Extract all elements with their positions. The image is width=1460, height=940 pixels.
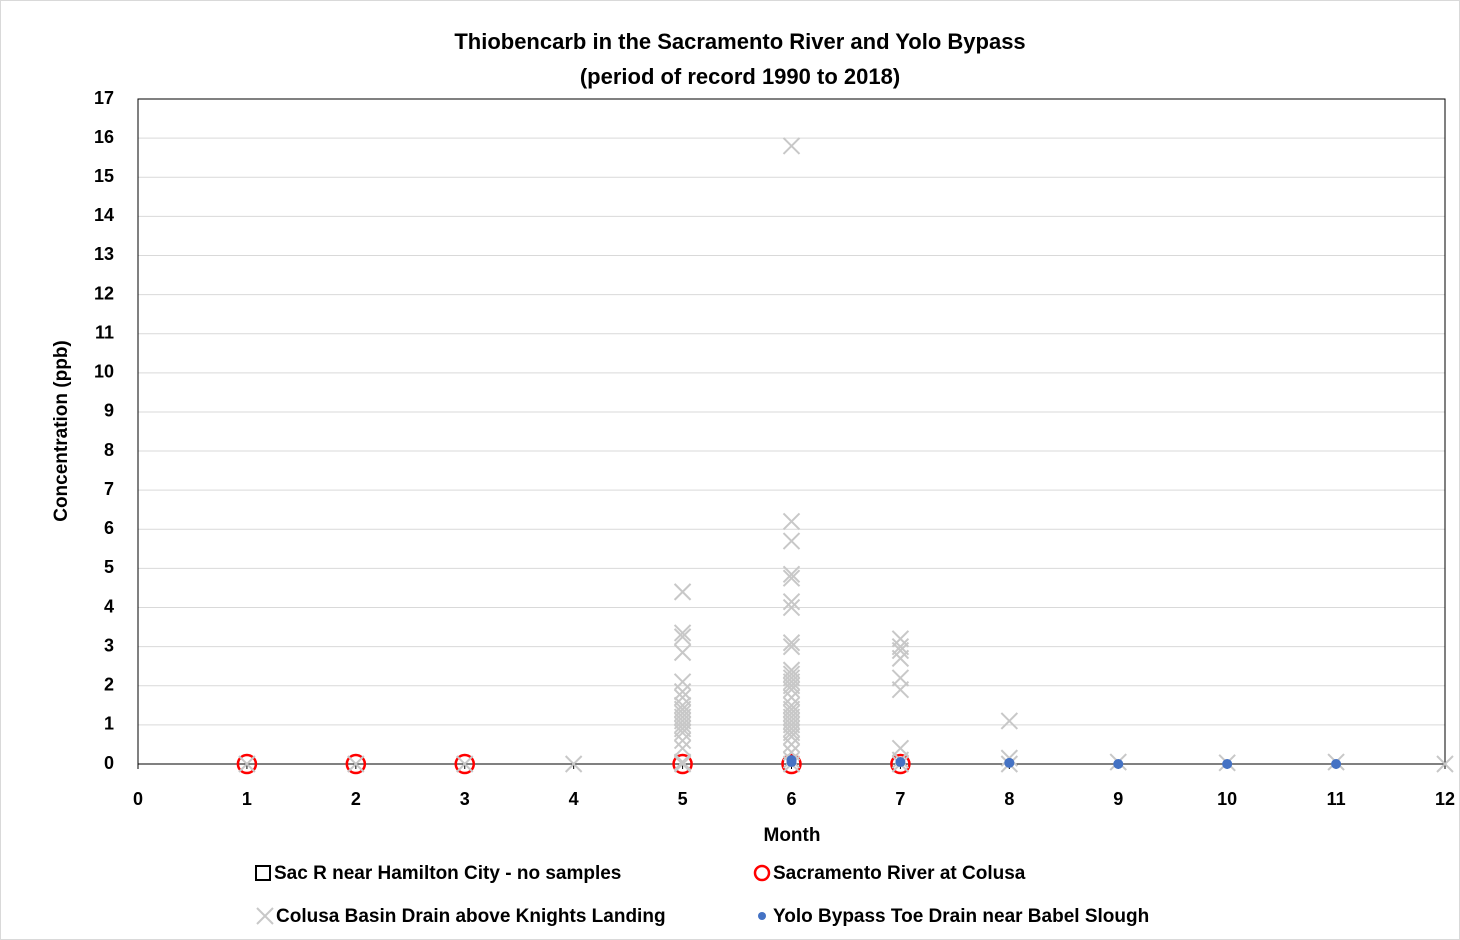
- x-tick-label: 7: [895, 789, 905, 809]
- marker-x: [782, 598, 801, 617]
- marker-dot: [1004, 757, 1015, 768]
- marker-circle: [781, 753, 802, 775]
- y-tick-label: 17: [94, 88, 114, 108]
- marker-x: [782, 592, 801, 611]
- marker-circle: [236, 753, 258, 775]
- marker-circle: [672, 753, 693, 775]
- y-tick-label: 13: [94, 244, 114, 264]
- marker-x: [673, 583, 692, 601]
- marker-x: [673, 682, 692, 701]
- marker-dot: [786, 757, 797, 768]
- y-tick-label: 15: [94, 166, 114, 186]
- legend-marker: [256, 907, 274, 925]
- marker-x: [782, 565, 801, 583]
- marker-x: [1000, 712, 1019, 730]
- marker-x: [673, 723, 692, 742]
- x-tick-label: 1: [242, 789, 252, 809]
- marker-x: [782, 637, 801, 656]
- marker-x: [891, 641, 910, 660]
- x-tick-label: 3: [460, 789, 470, 809]
- marker-dot: [895, 757, 906, 768]
- marker-x: [782, 569, 801, 587]
- marker-x: [673, 755, 692, 773]
- marker-x: [891, 680, 910, 699]
- marker-x: [347, 755, 365, 773]
- y-tick-label: 2: [104, 675, 114, 695]
- x-axis-label: Month: [764, 825, 821, 846]
- marker-x: [673, 716, 692, 734]
- y-tick-label: 5: [104, 557, 114, 577]
- y-tick-label: 9: [104, 401, 114, 421]
- x-tick-label: 4: [569, 789, 579, 809]
- x-tick-label: 9: [1113, 789, 1123, 809]
- marker-x: [673, 624, 692, 642]
- marker-x: [238, 755, 256, 773]
- marker-x: [456, 755, 474, 773]
- marker-circle: [345, 753, 367, 775]
- marker-x: [673, 731, 692, 750]
- marker-x: [782, 137, 801, 155]
- marker-circle: [890, 753, 911, 775]
- x-tick-label: 5: [678, 789, 688, 809]
- legend-label: Sacramento River at Colusa: [773, 863, 1026, 884]
- legend-marker: [758, 912, 766, 920]
- x-tick-label: 11: [1327, 789, 1346, 809]
- chart-title: Thiobencarb in the Sacramento River and …: [454, 29, 1025, 54]
- legend-label: Sac R near Hamilton City - no samples: [274, 863, 621, 884]
- marker-x: [891, 649, 910, 668]
- legend-marker: [753, 864, 771, 882]
- y-tick-label: 16: [94, 127, 114, 147]
- x-tick-label: 0: [133, 789, 143, 809]
- marker-x: [673, 628, 692, 646]
- marker-x: [564, 755, 583, 773]
- marker-x: [673, 739, 692, 758]
- y-tick-label: 12: [94, 283, 114, 303]
- marker-x: [782, 512, 801, 531]
- x-tick-label: 12: [1435, 789, 1455, 809]
- y-tick-label: 1: [104, 714, 114, 734]
- marker-x: [782, 634, 801, 652]
- legend-marker: [255, 865, 271, 881]
- legend-label: Colusa Basin Drain above Knights Landing: [276, 906, 666, 927]
- marker-x: [1436, 755, 1454, 773]
- y-tick-label: 3: [104, 635, 114, 655]
- x-tick-label: 2: [351, 789, 361, 809]
- marker-x: [673, 753, 692, 771]
- y-tick-label: 10: [94, 362, 114, 382]
- marker-x: [673, 643, 692, 662]
- marker-x: [782, 720, 801, 738]
- y-tick-label: 7: [104, 479, 114, 499]
- marker-circle: [454, 753, 475, 775]
- marker-dot: [1222, 759, 1233, 769]
- legend-label: Yolo Bypass Toe Drain near Babel Slough: [773, 906, 1149, 927]
- y-tick-label: 0: [104, 753, 114, 773]
- y-axis-label: Concentration (ppb): [51, 340, 72, 522]
- marker-x: [782, 735, 801, 754]
- y-tick-label: 11: [95, 322, 114, 342]
- marker-x: [782, 532, 801, 550]
- marker-dot: [1113, 759, 1124, 769]
- x-tick-label: 8: [1004, 789, 1014, 809]
- marker-x: [782, 673, 801, 691]
- y-tick-label: 14: [94, 205, 114, 225]
- marker-dot: [1331, 759, 1342, 769]
- y-tick-label: 8: [104, 440, 114, 460]
- marker-x: [782, 680, 801, 699]
- x-tick-label: 10: [1217, 789, 1237, 809]
- x-tick-label: 6: [786, 789, 796, 809]
- marker-x: [782, 727, 801, 746]
- y-tick-label: 4: [104, 596, 114, 616]
- chart-subtitle: (period of record 1990 to 2018): [580, 64, 900, 89]
- y-tick-label: 6: [104, 518, 114, 538]
